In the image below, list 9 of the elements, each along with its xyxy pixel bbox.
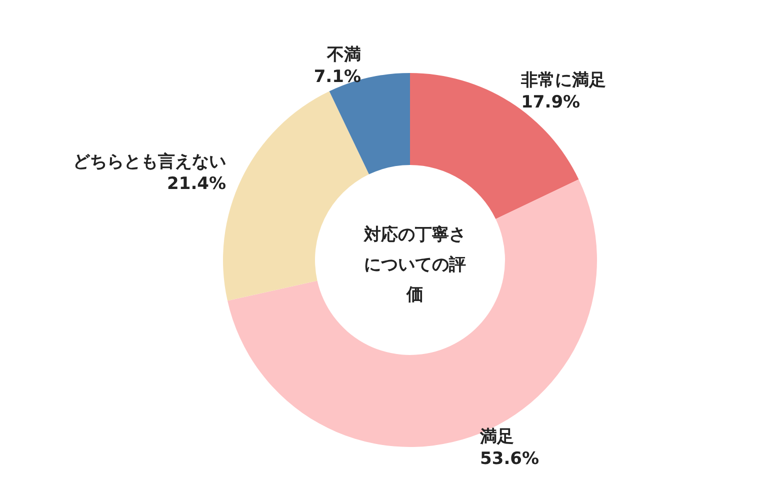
slice-label: どちらとも言えない bbox=[73, 152, 226, 172]
slice-label: 満足 bbox=[479, 427, 514, 448]
data-label: 53.6% bbox=[480, 449, 540, 470]
data-label: 21.4% bbox=[167, 174, 226, 194]
slice-label: 非常に満足 bbox=[520, 70, 606, 91]
data-label: 17.9% bbox=[521, 92, 580, 113]
slice-label: 不満 bbox=[326, 44, 361, 65]
text: 対応の丁寧さについての評価 bbox=[363, 225, 466, 305]
data-label: 7.1% bbox=[314, 66, 361, 87]
